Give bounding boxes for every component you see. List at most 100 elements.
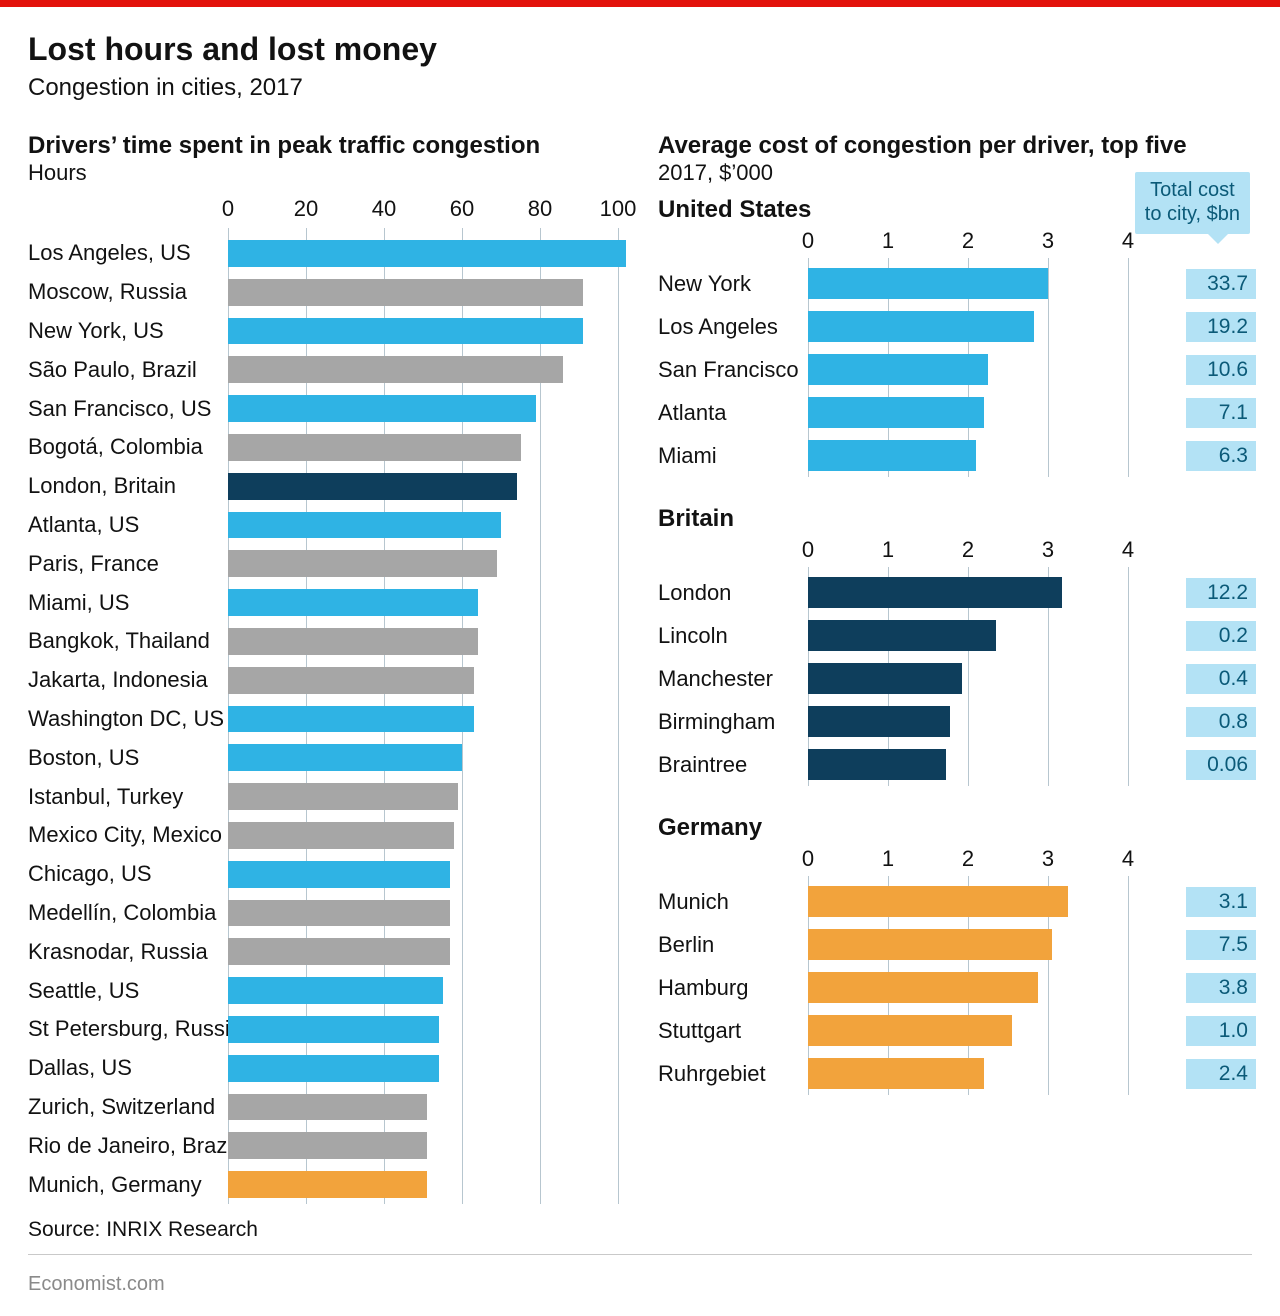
left-row: Zurich, Switzerland — [28, 1088, 618, 1127]
left-row-label: Istanbul, Turkey — [28, 784, 228, 810]
right-bar-track — [808, 966, 1168, 1009]
right-bar-track — [808, 305, 1168, 348]
left-tick-label: 40 — [372, 196, 396, 222]
right-axis: 01234 — [808, 228, 1168, 262]
left-row-label: Seattle, US — [28, 978, 228, 1004]
left-chart: 020406080100 Los Angeles, US Moscow, Russ… — [28, 196, 618, 1204]
right-total-value: 0.4 — [1186, 664, 1256, 694]
right-row: New York33.7 — [658, 262, 1256, 305]
left-axis: 020406080100 — [228, 196, 618, 234]
right-total-value: 3.8 — [1186, 973, 1256, 1003]
right-row: Stuttgart1.0 — [658, 1009, 1256, 1052]
left-bar — [228, 1094, 427, 1121]
right-bar — [808, 397, 984, 428]
left-bar — [228, 1016, 439, 1043]
left-row: Rio de Janeiro, Brazil — [28, 1126, 618, 1165]
left-bar-track — [228, 1049, 618, 1088]
right-bar — [808, 972, 1038, 1003]
left-row: Medellín, Colombia — [28, 894, 618, 933]
right-bar-track — [808, 434, 1168, 477]
right-bar-track — [808, 700, 1168, 743]
left-bar — [228, 1055, 439, 1082]
right-total-value: 2.4 — [1186, 1059, 1256, 1089]
left-row: São Paulo, Brazil — [28, 350, 618, 389]
right-group-title: Britain — [658, 505, 1256, 533]
left-bar-track — [228, 816, 618, 855]
total-cost-callout: Total cost to city, $bn — [1135, 172, 1250, 234]
right-row-label: Berlin — [658, 932, 808, 958]
left-row-label: São Paulo, Brazil — [28, 357, 228, 383]
source-line: Source: INRIX Research — [28, 1218, 1252, 1242]
right-tick-label: 0 — [802, 537, 814, 563]
right-bar — [808, 620, 996, 651]
left-tick-label: 80 — [528, 196, 552, 222]
left-bar-track — [228, 583, 618, 622]
right-tick-label: 2 — [962, 537, 974, 563]
left-row: Miami, US — [28, 583, 618, 622]
left-bar-track — [228, 855, 618, 894]
right-row-label: Braintree — [658, 752, 808, 778]
left-row-label: Mexico City, Mexico — [28, 822, 228, 848]
right-row: Atlanta7.1 — [658, 391, 1256, 434]
right-total-value: 19.2 — [1186, 312, 1256, 342]
right-row-label: Ruhrgebiet — [658, 1061, 808, 1087]
right-rows: London12.2Lincoln0.2Manchester0.4Birming… — [658, 571, 1256, 786]
right-row-label: Lincoln — [658, 623, 808, 649]
right-tick-label: 2 — [962, 846, 974, 872]
right-bar-track — [808, 743, 1168, 786]
left-bar — [228, 512, 501, 539]
left-bar — [228, 744, 462, 771]
right-row: Ruhrgebiet 2.4 — [658, 1052, 1256, 1095]
chart-title: Lost hours and lost money — [28, 31, 1252, 68]
right-tick-label: 0 — [802, 846, 814, 872]
right-bar-track — [808, 571, 1168, 614]
left-bar-track — [228, 700, 618, 739]
right-bar-track — [808, 1052, 1168, 1095]
left-row: Seattle, US — [28, 971, 618, 1010]
right-tick-label: 4 — [1122, 846, 1134, 872]
left-row: Los Angeles, US — [28, 234, 618, 273]
right-row: Braintree0.06 — [658, 743, 1256, 786]
left-bar-track — [228, 738, 618, 777]
credit-line: Economist.com — [0, 1263, 1280, 1316]
right-group: Britain01234London12.2Lincoln0.2Manchest… — [658, 505, 1256, 786]
right-row: Hamburg3.8 — [658, 966, 1256, 1009]
left-row-label: Rio de Janeiro, Brazil — [28, 1133, 228, 1159]
left-bar — [228, 473, 517, 500]
right-row-label: London — [658, 580, 808, 606]
callout-line-2: to city, $bn — [1145, 202, 1240, 226]
right-row-label: Los Angeles — [658, 314, 808, 340]
right-bar-track — [808, 1009, 1168, 1052]
chart-subtitle: Congestion in cities, 2017 — [28, 74, 1252, 102]
right-bar-track — [808, 880, 1168, 923]
chart-container: Lost hours and lost money Congestion in … — [0, 7, 1280, 1263]
right-row: Munich3.1 — [658, 880, 1256, 923]
right-group: Germany01234Munich3.1Berlin7.5Hamburg3.8… — [658, 814, 1256, 1095]
left-row: London, Britain — [28, 467, 618, 506]
left-bar-track — [228, 467, 618, 506]
right-bar — [808, 749, 946, 780]
right-bar — [808, 1015, 1012, 1046]
right-tick-label: 1 — [882, 228, 894, 254]
right-row-label: San Francisco — [658, 357, 808, 383]
right-row-label: New York — [658, 271, 808, 297]
right-tick-label: 4 — [1122, 228, 1134, 254]
right-rows: New York33.7 Los Angeles 19.2 San Francisco… — [658, 262, 1256, 477]
right-total-value: 6.3 — [1186, 441, 1256, 471]
right-row: Miami6.3 — [658, 434, 1256, 477]
left-bar-track — [228, 894, 618, 933]
right-row: Birmingham0.8 — [658, 700, 1256, 743]
left-row-label: Moscow, Russia — [28, 279, 228, 305]
right-bar — [808, 663, 962, 694]
left-bar — [228, 434, 521, 461]
left-row: Mexico City, Mexico — [28, 816, 618, 855]
left-bar-track — [228, 389, 618, 428]
left-bar-track — [228, 544, 618, 583]
left-row-label: San Francisco, US — [28, 396, 228, 422]
left-row: Munich, Germany — [28, 1165, 618, 1204]
right-groups: United States01234New York33.7Los Angele… — [658, 196, 1256, 1095]
left-bar — [228, 822, 454, 849]
left-row: Krasnodar, Russia — [28, 932, 618, 971]
right-row-label: Atlanta — [658, 400, 808, 426]
left-panel-title: Drivers’ time spent in peak traffic cong… — [28, 132, 618, 160]
